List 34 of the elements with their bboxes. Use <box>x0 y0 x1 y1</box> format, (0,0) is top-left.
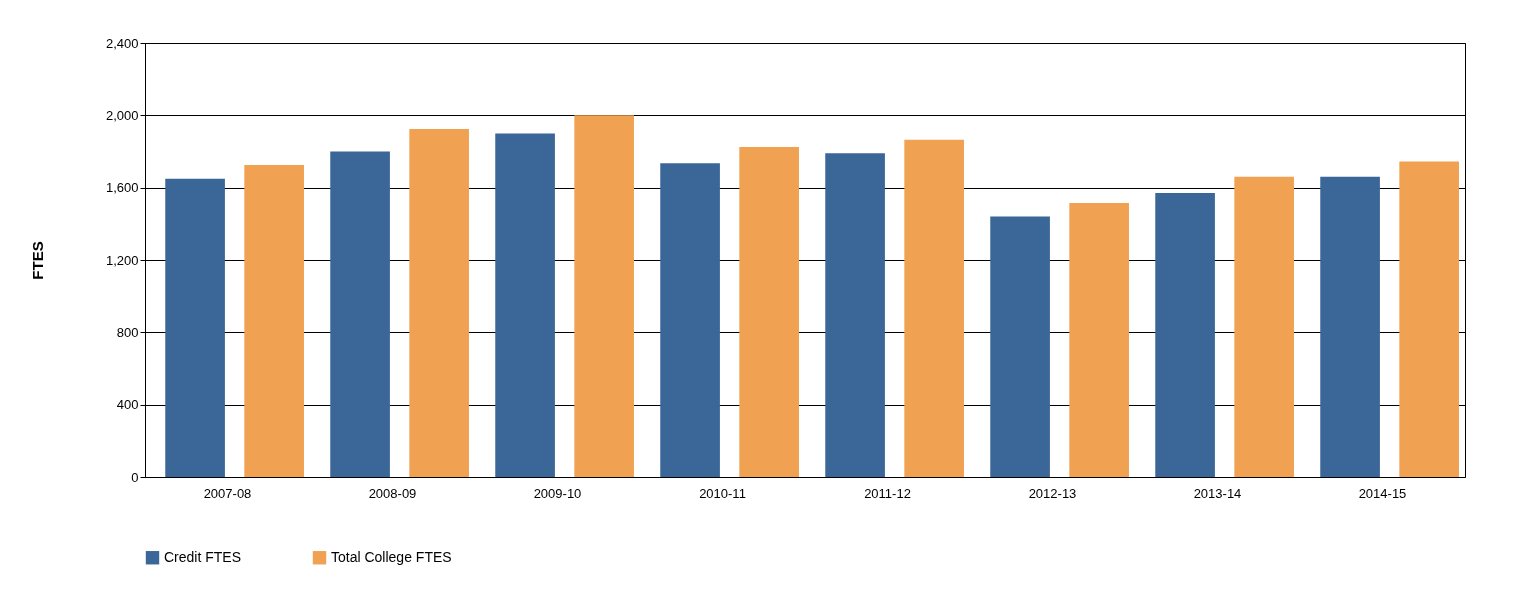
x-tick-label: 2014-15 <box>1358 485 1407 501</box>
bar <box>1069 203 1129 477</box>
x-tick-label: 2009-10 <box>533 485 582 501</box>
x-tick-label: 2008-09 <box>368 485 417 501</box>
bar <box>330 151 390 477</box>
bar <box>739 146 799 477</box>
bar <box>904 139 964 477</box>
x-tick-label: 2013-14 <box>1193 485 1242 501</box>
legend-label: Total College FTES <box>331 548 452 565</box>
y-tick-label: 800 <box>116 324 139 340</box>
bar <box>244 165 304 477</box>
legend-label: Credit FTES <box>164 548 242 565</box>
y-tick-label: 0 <box>131 469 139 485</box>
bar <box>1399 161 1459 477</box>
bar <box>165 178 225 477</box>
y-tick-label: 2,400 <box>105 35 139 51</box>
y-tick-label: 1,200 <box>105 252 139 268</box>
y-tick-label: 400 <box>116 397 139 413</box>
x-tick-label: 2011-12 <box>864 485 911 501</box>
bar <box>660 163 720 477</box>
y-axis-title: FTES <box>28 241 46 280</box>
x-tick-label: 2010-11 <box>699 485 746 501</box>
y-tick-label: 1,600 <box>105 180 139 196</box>
bar <box>1234 176 1294 477</box>
bar <box>574 115 634 477</box>
bar <box>409 128 469 477</box>
bar <box>990 216 1050 477</box>
y-tick-label: 2,000 <box>105 107 139 123</box>
bar <box>495 133 555 477</box>
bar <box>1155 193 1215 477</box>
bar <box>1320 176 1380 477</box>
x-tick-label: 2012-13 <box>1028 485 1077 501</box>
x-tick-label: 2007-08 <box>203 485 252 501</box>
bar <box>825 153 885 477</box>
